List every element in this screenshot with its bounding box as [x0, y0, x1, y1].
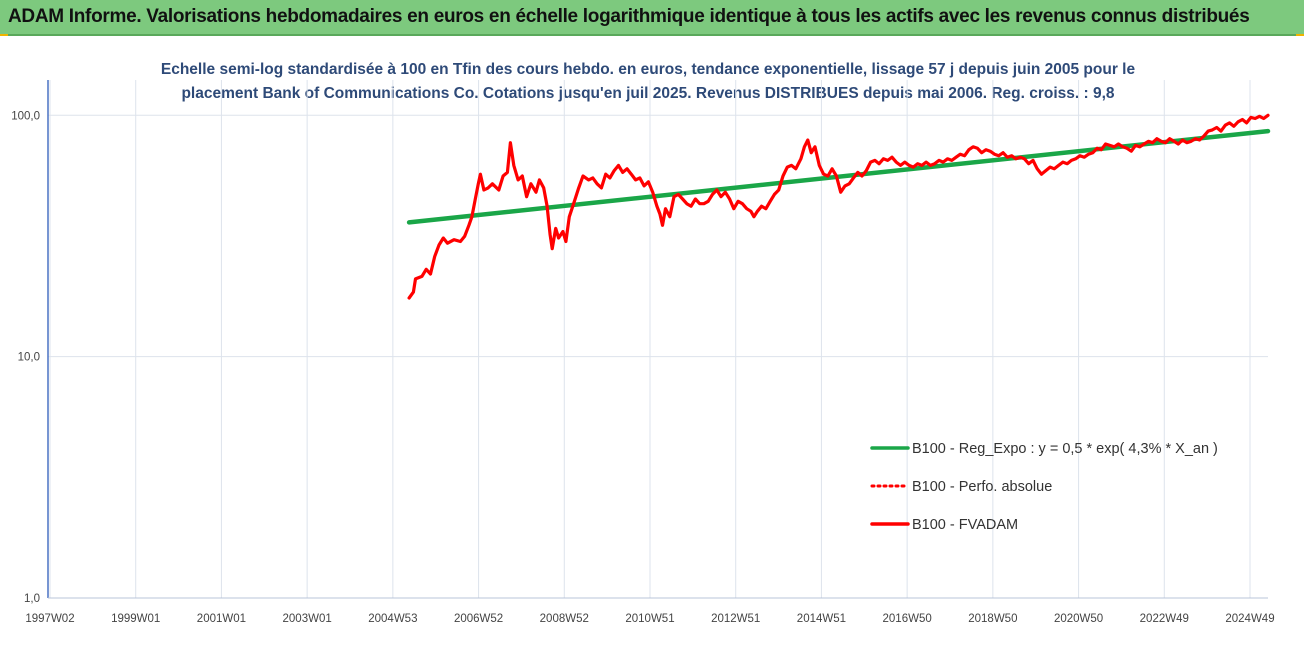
fvadam-line	[407, 113, 1270, 300]
report-header: ADAM Informe. Valorisations hebdomadaire…	[0, 0, 1304, 36]
x-tick-label: 2018W50	[968, 613, 1017, 625]
x-tick-label: 2003W01	[283, 613, 332, 625]
x-tick-label: 2012W51	[711, 613, 760, 625]
x-tick-label: 2008W52	[540, 613, 589, 625]
chart-area: Echelle semi-log standardisée à 100 en T…	[0, 36, 1304, 652]
x-tick-label: 1999W01	[111, 613, 160, 625]
series-lines	[406, 113, 1271, 300]
y-tick-label: 100,0	[11, 110, 40, 122]
legend-label: B100 - Perfo. absolue	[912, 479, 1052, 495]
y-tick-label: 10,0	[18, 352, 40, 364]
x-tick-label: 1997W02	[25, 613, 74, 625]
x-tick-label: 2024W49	[1225, 613, 1274, 625]
x-tick-label: 2014W51	[797, 613, 846, 625]
x-tick-label: 2022W49	[1140, 613, 1189, 625]
legend-label: B100 - FVADAM	[912, 517, 1018, 533]
chart-subtitle-line-1: Echelle semi-log standardisée à 100 en T…	[161, 61, 1136, 78]
trend-line	[406, 128, 1271, 225]
chart-svg: Echelle semi-log standardisée à 100 en T…	[11, 61, 1275, 625]
x-tick-label: 2004W53	[368, 613, 417, 625]
chart-subtitle-line-2: placement Bank of Communications Co. Cot…	[181, 85, 1114, 102]
x-tick-label: 2001W01	[197, 613, 246, 625]
x-tick-label: 2006W52	[454, 613, 503, 625]
report-title: ADAM Informe. Valorisations hebdomadaire…	[8, 6, 1250, 27]
axes: 1997W02 1999W01 2001W01 2003W01 2004W53 2006W…	[11, 80, 1275, 625]
legend: B100 - Reg_Expo : y = 0,5 * exp( 4,3% * …	[870, 441, 1218, 533]
legend-label: B100 - Reg_Expo : y = 0,5 * exp( 4,3% * …	[912, 441, 1218, 457]
y-tick-label: 1,0	[24, 593, 40, 605]
x-tick-label: 2010W51	[625, 613, 674, 625]
x-tick-label: 2020W50	[1054, 613, 1103, 625]
x-tick-label: 2016W50	[883, 613, 932, 625]
